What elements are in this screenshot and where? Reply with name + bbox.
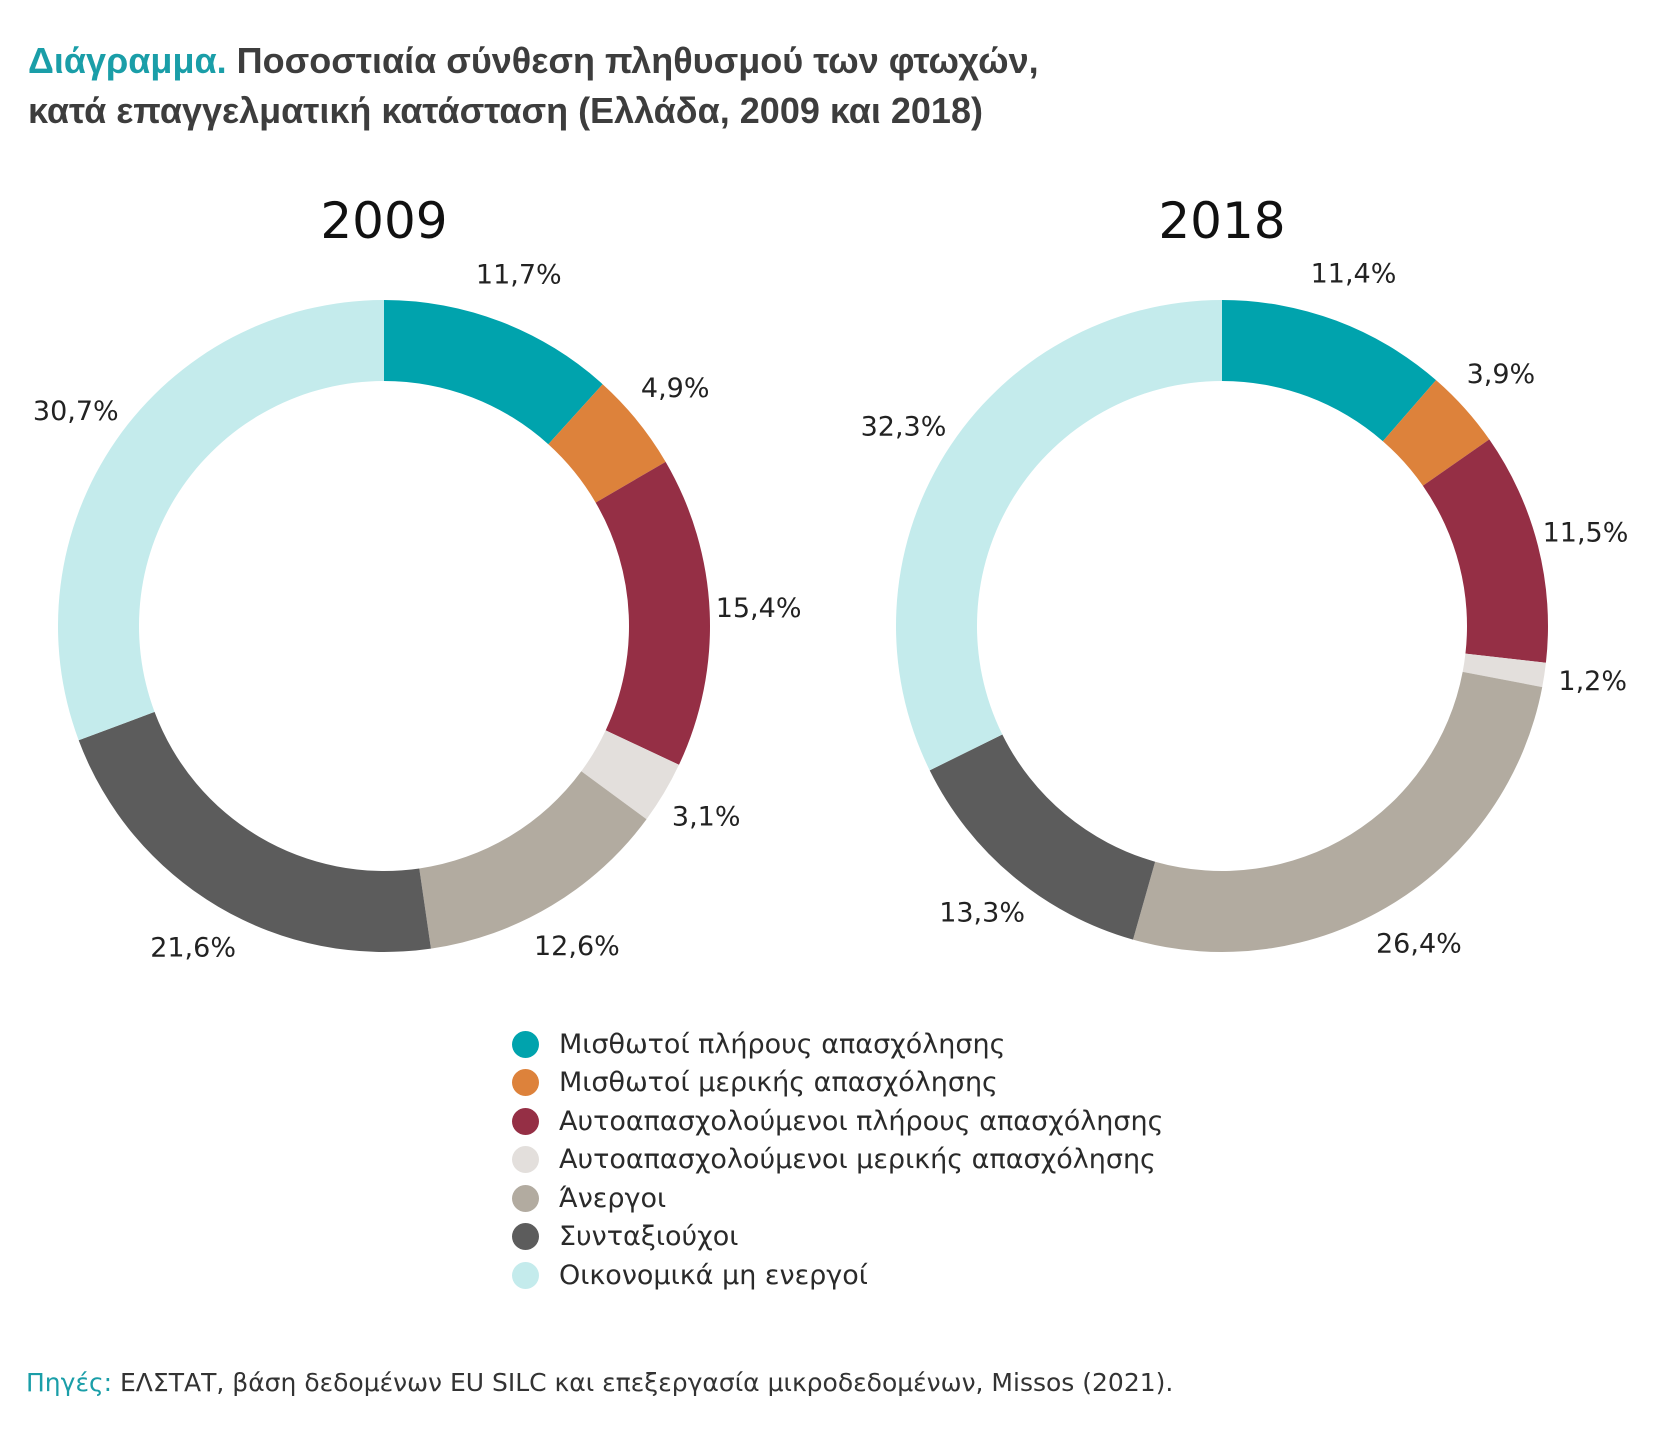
legend-swatch [512,1261,539,1289]
legend-swatch [512,1030,539,1058]
slice-data-label: 3,9% [1467,359,1536,390]
source-prefix: Πηγές: [26,1368,113,1397]
title-line-1: Διάγραμμα. Ποσοστιαία σύνθεση πληθυσμού … [28,36,1039,86]
chart-title: Διάγραμμα. Ποσοστιαία σύνθεση πληθυσμού … [28,36,1039,136]
donut-slice [1222,300,1437,442]
legend-label: Μισθωτοί πλήρους απασχόλησης [559,1028,1006,1060]
slice-data-label: 11,4% [1311,258,1397,289]
legend-item: Άνεργοι [512,1179,1163,1218]
donut-slice [1462,653,1546,688]
slice-data-label: 4,9% [641,373,710,404]
legend-item: Οικονομικά μη ενεργοί [512,1256,1163,1295]
donut-chart-2018: 2018 11,4% 3,9% 11,5% 1,2% 26,4% 13,3% 32,3% [861,192,1629,960]
donut-chart-2009: 2009 11,7% 4,9% 15,4% 3,1% 12,6% 21,6% 30,7% [33,192,802,963]
donut-slice [78,711,431,952]
legend-item: Αυτοαπασχολούμενοι πλήρους απασχόλησης [512,1102,1163,1141]
title-line-2: κατά επαγγελματική κατάσταση (Ελλάδα, 20… [28,90,983,131]
chart-year-title: 2009 [320,192,447,250]
donut-slice [895,300,1222,771]
slice-data-label: 13,3% [939,898,1025,929]
legend-item: Αυτοαπασχολούμενοι μερικής απασχόλησης [512,1141,1163,1180]
donut-slice [419,771,647,949]
legend-swatch [512,1223,539,1251]
chart-year-title: 2018 [1158,192,1285,250]
legend-label: Μισθωτοί μερικής απασχόλησης [559,1067,998,1099]
donut-slice [929,734,1156,940]
slice-data-label: 32,3% [861,412,947,443]
slice-data-label: 30,7% [33,396,119,427]
legend-label: Συνταξιούχοι [559,1221,739,1253]
legend-label: Αυτοαπασχολούμενοι πλήρους απασχόλησης [559,1105,1164,1137]
legend-label: Άνεργοι [559,1182,667,1214]
donut-slice [581,730,679,820]
source-text: ΕΛΣΤΑΤ, βάση δεδομένων EU SILC και επεξε… [120,1368,1174,1397]
source-note: Πηγές: ΕΛΣΤΑΤ, βάση δεδομένων EU SILC κα… [26,1368,1173,1397]
slice-data-label: 11,7% [476,260,562,291]
slice-data-label: 26,4% [1376,929,1462,960]
donut-slice [595,461,711,765]
donut-charts: 2009 11,7% 4,9% 15,4% 3,1% 12,6% 21,6% 30,7% 201… [33,192,1629,963]
legend-swatch [512,1184,539,1212]
legend-swatch [512,1146,539,1174]
slice-data-label: 21,6% [150,932,236,963]
donut-slice [1422,439,1548,663]
legend-swatch [512,1107,539,1135]
slice-data-label: 1,2% [1558,666,1627,697]
slice-data-label: 11,5% [1543,517,1629,548]
legend-label: Οικονομικά μη ενεργοί [559,1259,868,1291]
legend-label: Αυτοαπασχολούμενοι μερικής απασχόλησης [559,1144,1156,1176]
legend-item: Μισθωτοί πλήρους απασχόλησης [512,1025,1163,1064]
legend-item: Μισθωτοί μερικής απασχόλησης [512,1064,1163,1103]
title-text-1: Ποσοστιαία σύνθεση πληθυσμού των φτωχών, [236,40,1039,81]
legend-swatch [512,1069,539,1097]
donut-slice [1133,671,1543,953]
title-prefix: Διάγραμμα. [28,40,227,81]
donut-slice [548,384,666,503]
donut-slice [57,300,384,741]
slice-data-label: 12,6% [534,931,620,962]
donut-slice [384,300,603,445]
slice-data-label: 3,1% [672,801,741,832]
donut-slice [1382,380,1490,486]
legend-item: Συνταξιούχοι [512,1218,1163,1257]
legend: Μισθωτοί πλήρους απασχόλησης Μισθωτοί με… [512,1025,1163,1295]
slice-data-label: 15,4% [716,593,802,624]
